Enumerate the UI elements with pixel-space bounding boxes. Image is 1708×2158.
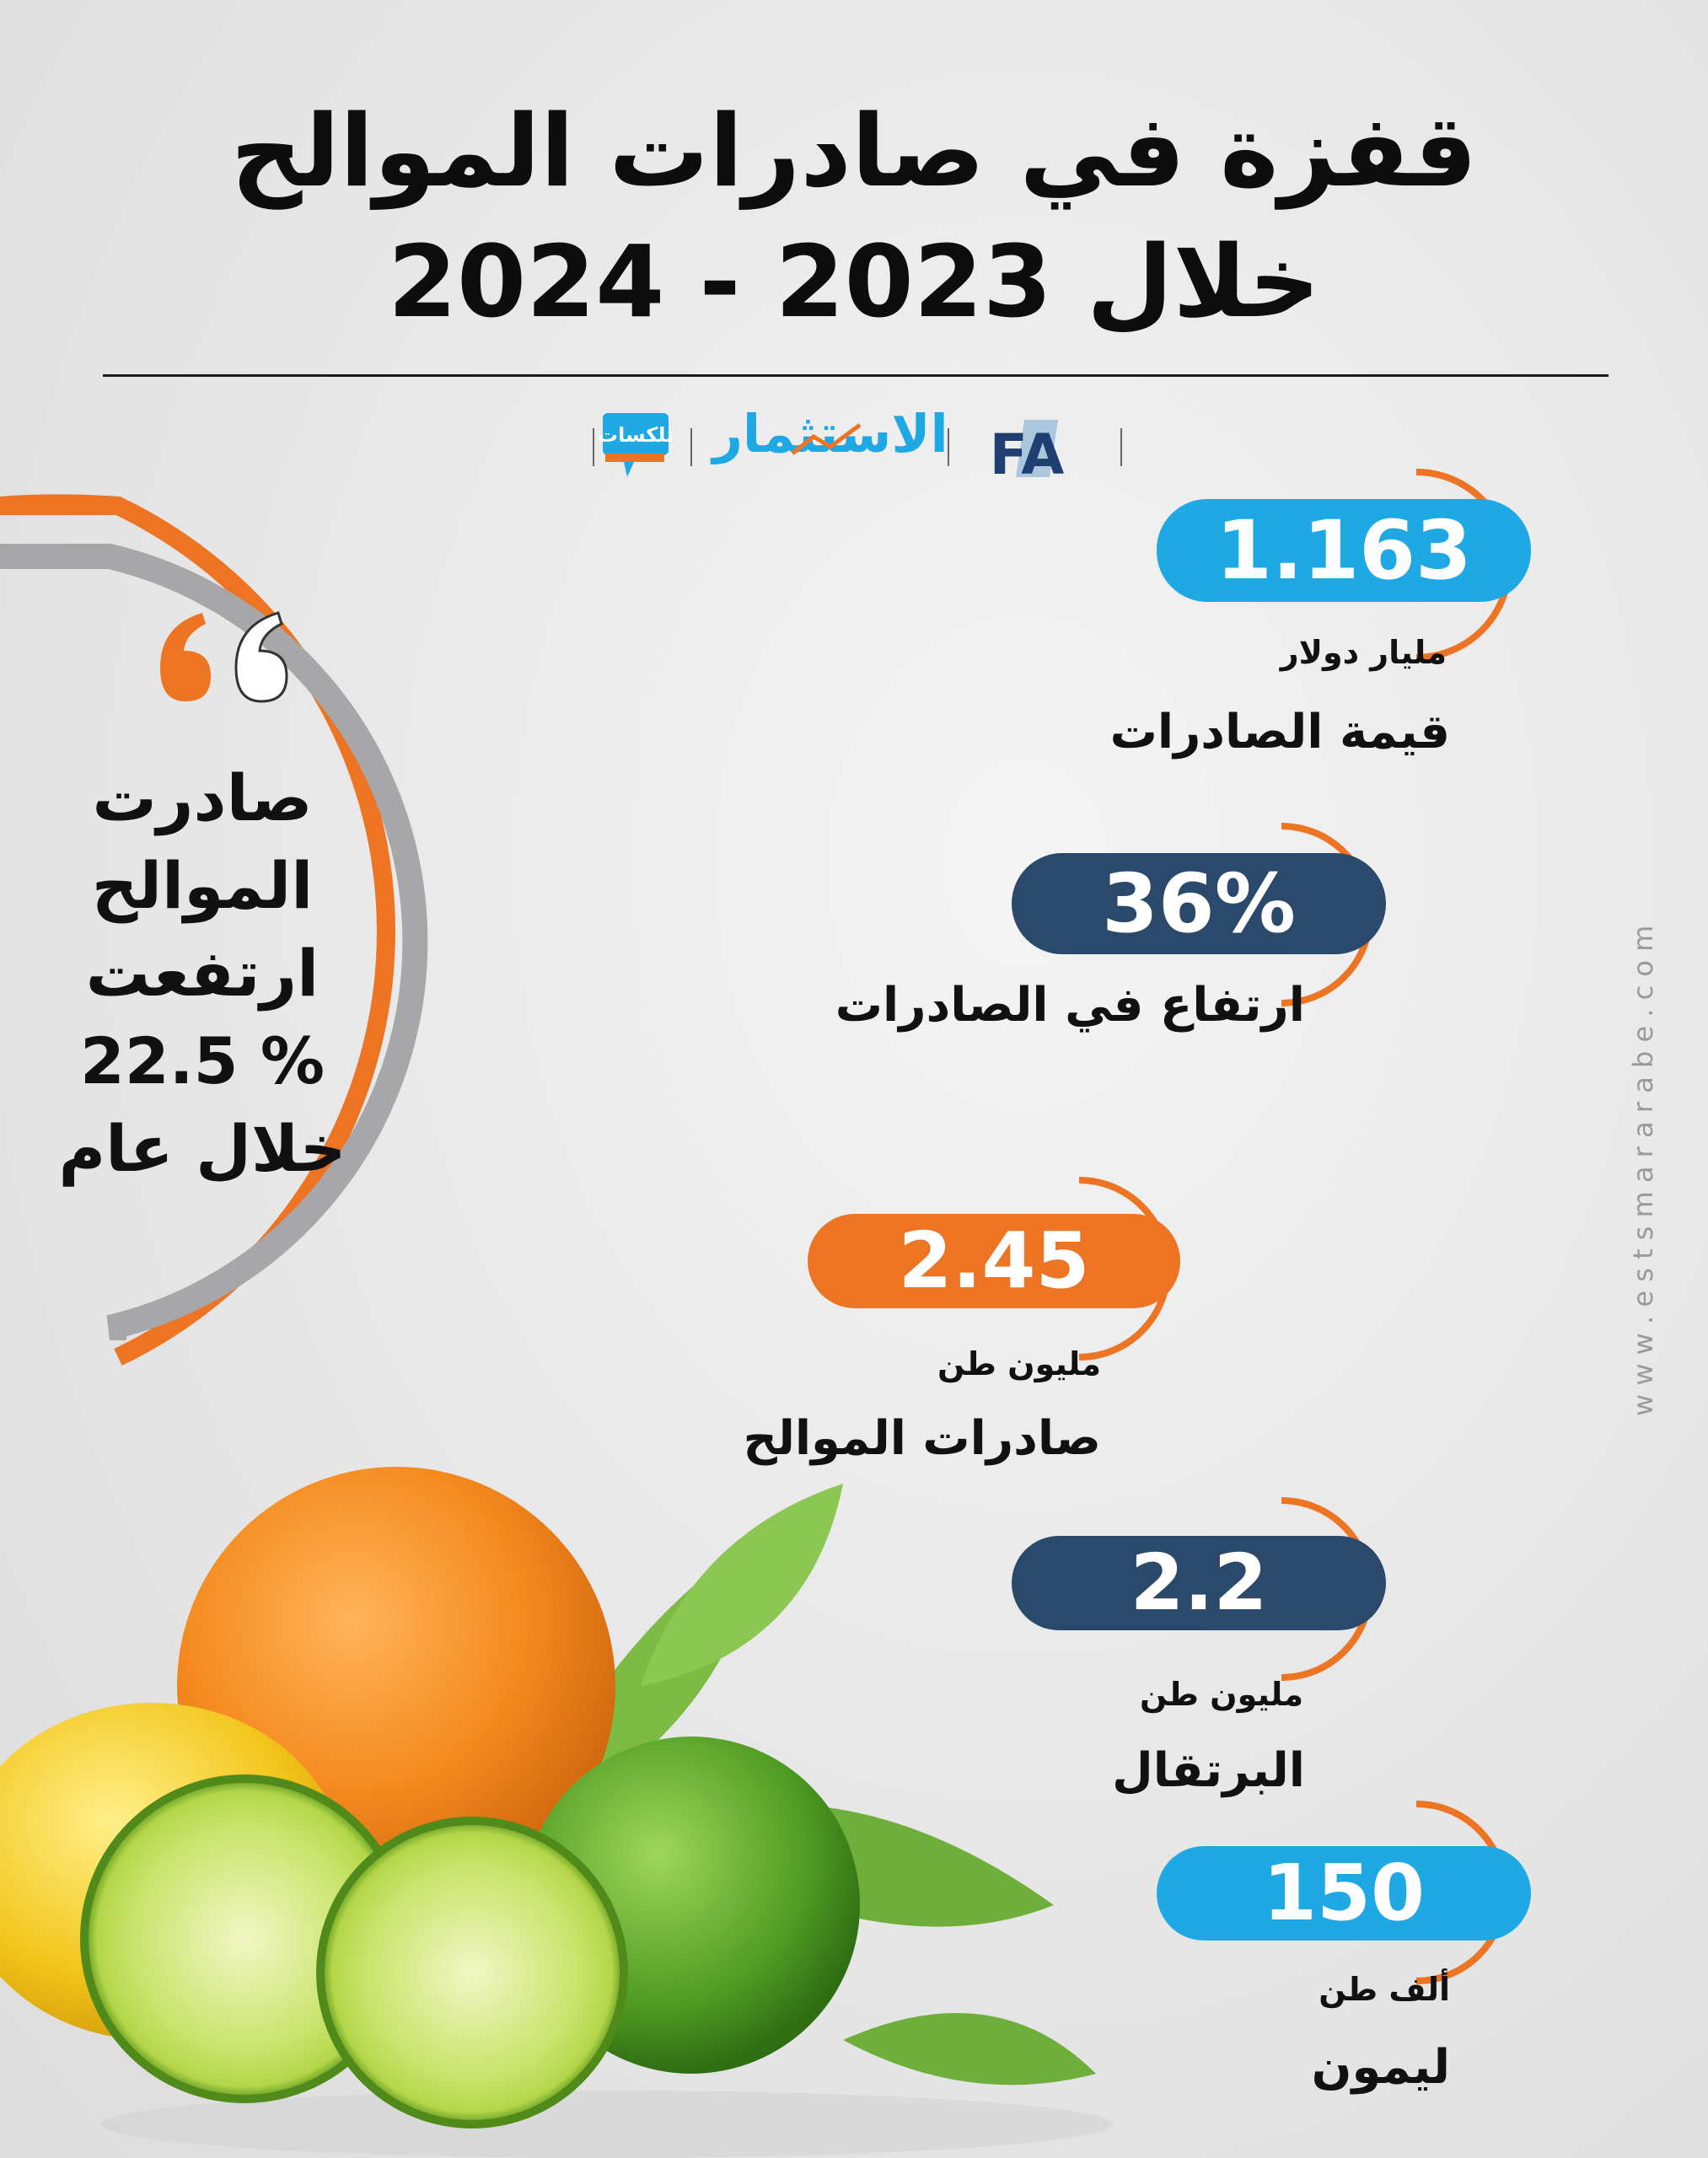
quote-line-3: ارتفعت — [85, 936, 320, 1011]
svg-text:w w w . e s t s m a r a r a b: w w w . e s t s m a r a r a b e . c o m — [1627, 926, 1659, 1416]
page-title-line-2: خلال 2023 - 2024 — [387, 223, 1321, 340]
stat-1-value: 1.163 — [1157, 499, 1531, 602]
stat-2-name: ارتفاع في الصادرات — [835, 978, 1305, 1033]
stat-1-unit: مليار دولار — [1280, 634, 1447, 671]
stat-1-name: قيمة الصادرات — [1109, 705, 1450, 760]
fa-logo: FA — [990, 420, 1065, 487]
logos-row: تلكسات الاستثمار FA — [590, 403, 1130, 496]
title-divider — [103, 374, 1609, 377]
stat-3-unit: مليون طن — [937, 1345, 1101, 1382]
stat-4-name: البرتقال — [1112, 1743, 1305, 1798]
stat-3-value: 2.45 — [808, 1214, 1180, 1308]
stat-5-unit: ألف طن — [1319, 1971, 1450, 2008]
quote-line-5: خلال عام — [58, 1111, 346, 1186]
stat-4-unit: مليون طن — [1139, 1676, 1303, 1713]
citrus-fruits-illustration — [0, 1467, 1113, 2158]
svg-text:تلكسات: تلكسات — [598, 423, 674, 447]
estsmar-logo: الاستثمار — [710, 403, 948, 464]
svg-text:الاستثمار: الاستثمار — [710, 403, 948, 464]
page-title-line-1: قفزة في صادرات الموالح — [230, 93, 1478, 209]
stat-3-name: صادرات الموالح — [743, 1411, 1101, 1466]
website-watermark: w w w . e s t s m a r a r a b e . c o m — [1619, 792, 1669, 1433]
left-arc-frame — [0, 494, 428, 1366]
quote-line-1: صادرت — [92, 760, 313, 835]
stat-4-value: 2.2 — [1012, 1536, 1386, 1630]
svg-text:FA: FA — [990, 422, 1065, 487]
quote-line-2: الموالح — [91, 848, 314, 923]
stat-2-value: 36% — [1012, 853, 1386, 954]
quote-marks-icon — [160, 611, 288, 703]
stat-5-value: 150 — [1157, 1846, 1531, 1941]
teleks-logo: تلكسات — [598, 413, 674, 477]
stat-5-name: ليمون — [1311, 2040, 1450, 2095]
quote-line-4: 22.5 % — [79, 1023, 325, 1098]
